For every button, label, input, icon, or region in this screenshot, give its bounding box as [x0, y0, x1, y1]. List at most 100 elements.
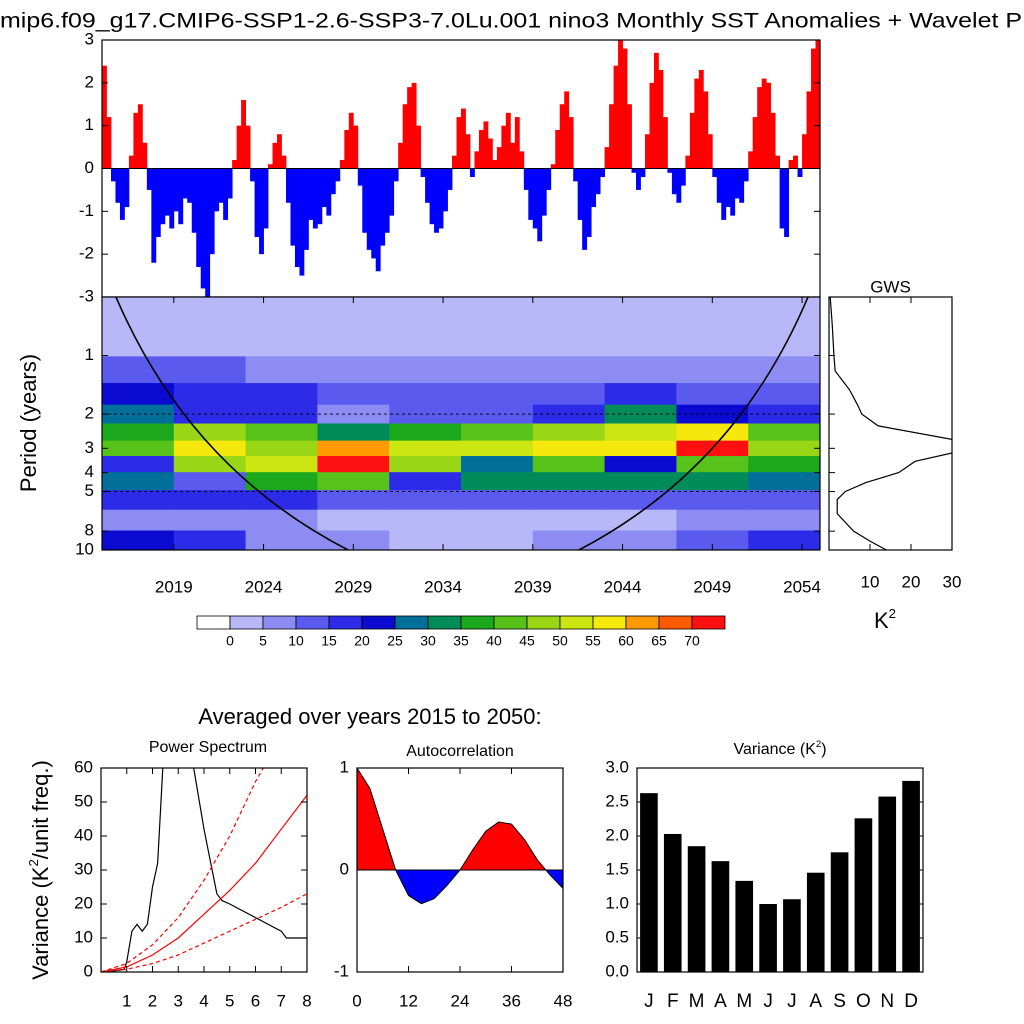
x-tick-label: S	[833, 991, 846, 1012]
label-text: K	[874, 608, 889, 633]
wavelet-cell	[461, 383, 534, 406]
anomaly-bar	[474, 151, 480, 169]
panel-title: Power Spectrum	[149, 739, 267, 756]
wavelet-cell	[532, 509, 606, 531]
y-tick-label: 50	[74, 791, 93, 810]
wavelet-cell	[102, 383, 175, 406]
label: Variance (K2/unit freq.)	[26, 760, 53, 980]
label-sup: 2	[889, 606, 896, 621]
anomaly-bar	[492, 159, 498, 169]
cone-line	[577, 297, 809, 550]
anomaly-bar	[541, 168, 547, 216]
x-tick-label: 24	[451, 991, 470, 1010]
anomaly-bar	[649, 82, 655, 169]
anomaly-bar	[546, 168, 552, 190]
y-tick-label: -2	[79, 244, 94, 263]
anomaly-bar	[182, 168, 188, 199]
anomaly-bar	[151, 168, 157, 263]
wavelet-cell	[102, 440, 175, 457]
anomaly-bar	[110, 168, 116, 182]
anomaly-bar	[478, 129, 484, 169]
y-tick-label: 1.0	[605, 893, 629, 912]
anomaly-bar	[353, 125, 359, 169]
wavelet-cell	[389, 490, 462, 511]
x-tick-label: 20	[902, 572, 921, 591]
wavelet-cell	[676, 327, 749, 357]
x-tick-label: 10	[861, 572, 880, 591]
anomaly-bar	[461, 108, 466, 169]
wavelet-cell	[604, 490, 677, 511]
bar	[902, 780, 920, 972]
x-tick-label: 5	[225, 991, 234, 1010]
wavelet-cell	[748, 440, 820, 457]
wavelet-cell	[461, 297, 534, 328]
wavelet-cell	[173, 490, 247, 511]
wavelet-cell	[317, 490, 390, 511]
anomaly-bar	[425, 168, 430, 203]
anomaly-bar	[259, 168, 264, 255]
gws-line	[829, 297, 952, 550]
anomaly-bar	[308, 168, 314, 220]
wavelet-cell	[748, 356, 820, 384]
anomaly-bar	[483, 121, 489, 169]
anomaly-bar	[752, 117, 758, 169]
wavelet-cell	[317, 383, 390, 406]
anomaly-bar	[146, 168, 152, 190]
y-tick-label: 1	[85, 345, 94, 364]
anomaly-bar	[312, 168, 318, 229]
wavelet-cell	[461, 404, 534, 424]
anomaly-bar	[676, 168, 682, 203]
x-tick-label: A	[714, 991, 727, 1012]
wavelet-cell	[389, 440, 462, 457]
wavelet-cell	[173, 297, 247, 328]
wavelet-cell	[676, 383, 749, 406]
spectrum-line	[101, 794, 307, 972]
y-tick-label: 3	[85, 29, 94, 48]
anomaly-bar	[389, 168, 395, 216]
wavelet-cell	[173, 530, 247, 550]
wavelet-cell	[317, 404, 390, 424]
anomaly-bar	[685, 155, 691, 169]
anomaly-bar	[703, 91, 709, 169]
anomaly-bar	[124, 168, 130, 208]
anomaly-bar	[106, 117, 112, 169]
anomaly-bar	[743, 168, 749, 182]
anomaly-bar	[411, 82, 417, 169]
x-tick-label: D	[904, 991, 918, 1012]
wavelet-cell	[676, 356, 749, 384]
wavelet-cell	[461, 440, 534, 457]
wavelet-cell	[245, 356, 318, 384]
wavelet-cell	[748, 509, 820, 531]
colorbar-label: 0	[226, 633, 234, 649]
anomaly-bar	[559, 104, 565, 169]
anomaly-bar	[321, 168, 327, 208]
y-tick-label: 40	[74, 825, 93, 844]
anomaly-bar	[600, 168, 605, 178]
wavelet-cell	[604, 423, 677, 442]
x-tick-label: 48	[554, 991, 573, 1010]
anomaly-bar	[236, 125, 242, 169]
wavelet-cell	[604, 356, 677, 384]
wavelet-cell	[245, 440, 318, 457]
wavelet-cell	[532, 297, 606, 328]
y-tick-label: -1	[79, 201, 94, 220]
wavelet-cell	[173, 472, 247, 491]
wavelet-cell	[461, 423, 534, 442]
wavelet-cell	[102, 356, 175, 384]
x-tick-label: A	[809, 991, 822, 1012]
anomaly-bar	[456, 117, 462, 169]
wavelet-cell	[604, 297, 677, 328]
anomaly-bar	[326, 168, 332, 216]
anomaly-bar	[815, 40, 820, 169]
wavelet-cell	[676, 530, 749, 550]
anomaly-bar	[707, 134, 713, 169]
y-tick-label: 2.0	[605, 825, 629, 844]
wavelet-cell	[317, 530, 390, 550]
y-tick-label: 2	[85, 404, 94, 423]
y-tick-label: 20	[74, 893, 93, 912]
x-tick-label: 2049	[693, 577, 731, 596]
wavelet-cell	[245, 383, 318, 406]
panel-title: GWS	[870, 277, 911, 296]
wavelet-cell	[461, 509, 534, 531]
colorbar-box	[295, 615, 330, 630]
